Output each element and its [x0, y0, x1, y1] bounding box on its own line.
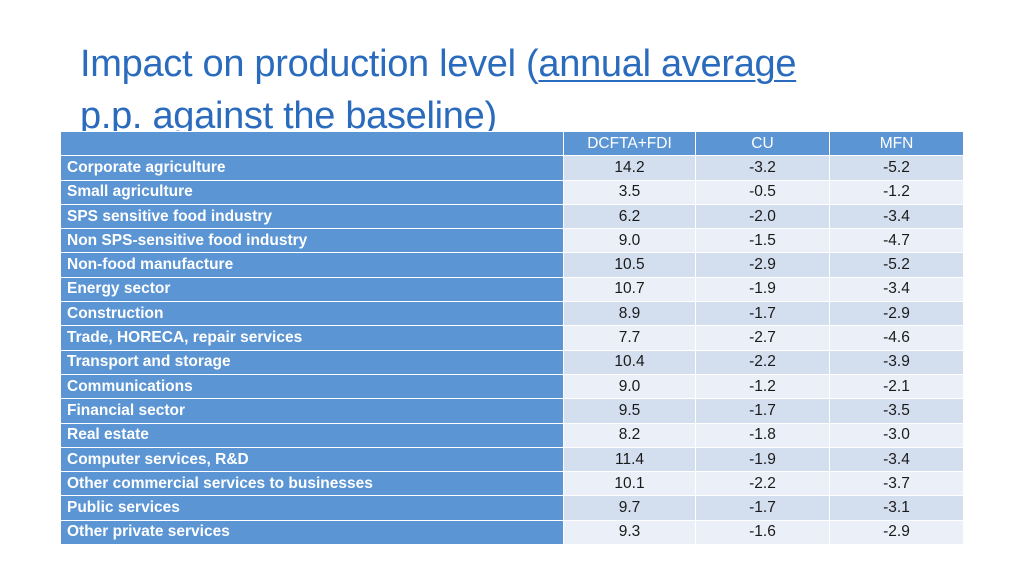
cell-cu: -2.7 — [695, 325, 830, 351]
cell-cu: -1.9 — [695, 446, 830, 473]
column-header-cu: CU — [695, 130, 830, 157]
cell-cu: -1.5 — [695, 228, 830, 254]
row-label: Other private services — [60, 519, 564, 546]
table-row: Small agriculture 3.5 -0.5 -1.2 — [60, 179, 964, 205]
cell-mfn: -3.9 — [829, 349, 964, 375]
cell-mfn: -1.2 — [829, 179, 964, 205]
cell-dcfta-fdi: 8.2 — [563, 422, 696, 448]
row-label: Financial sector — [60, 398, 564, 424]
cell-cu: -1.6 — [695, 519, 830, 546]
cell-dcfta-fdi: 7.7 — [563, 325, 696, 351]
row-label: Energy sector — [60, 276, 564, 303]
row-label: SPS sensitive food industry — [60, 203, 564, 230]
cell-cu: -2.9 — [695, 252, 830, 278]
header-corner-cell — [60, 130, 564, 157]
cell-mfn: -4.7 — [829, 228, 964, 254]
row-label: Trade, HORECA, repair services — [60, 325, 564, 351]
cell-dcfta-fdi: 6.2 — [563, 203, 696, 230]
cell-mfn: -4.6 — [829, 325, 964, 351]
cell-mfn: -3.7 — [829, 471, 964, 497]
cell-mfn: -5.2 — [829, 155, 964, 181]
table-row: Computer services, R&D 11.4 -1.9 -3.4 — [60, 446, 964, 473]
cell-dcfta-fdi: 10.4 — [563, 349, 696, 375]
table-header-row: DCFTA+FDI CU MFN — [60, 130, 964, 157]
column-header-mfn: MFN — [829, 130, 964, 157]
cell-mfn: -3.4 — [829, 203, 964, 230]
table-row: Non-food manufacture 10.5 -2.9 -5.2 — [60, 252, 964, 278]
cell-mfn: -2.9 — [829, 301, 964, 327]
cell-cu: -1.8 — [695, 422, 830, 448]
title-part-1: Impact on production level ( — [80, 43, 539, 85]
table-row: Construction 8.9 -1.7 -2.9 — [60, 301, 964, 327]
title-part-3: p.p. against the baseline) — [80, 95, 497, 137]
cell-cu: -2.2 — [695, 471, 830, 497]
cell-cu: -2.2 — [695, 349, 830, 375]
cell-dcfta-fdi: 9.5 — [563, 398, 696, 424]
cell-dcfta-fdi: 9.7 — [563, 495, 696, 521]
table-row: Energy sector 10.7 -1.9 -3.4 — [60, 276, 964, 303]
row-label: Real estate — [60, 422, 564, 448]
row-label: Construction — [60, 301, 564, 327]
cell-mfn: -3.4 — [829, 446, 964, 473]
cell-mfn: -3.0 — [829, 422, 964, 448]
cell-dcfta-fdi: 8.9 — [563, 301, 696, 327]
cell-cu: -2.0 — [695, 203, 830, 230]
row-label: Transport and storage — [60, 349, 564, 375]
cell-cu: -1.7 — [695, 398, 830, 424]
row-label: Computer services, R&D — [60, 446, 564, 473]
cell-dcfta-fdi: 9.3 — [563, 519, 696, 546]
table-row: Public services 9.7 -1.7 -3.1 — [60, 495, 964, 521]
row-label: Public services — [60, 495, 564, 521]
row-label: Other commercial services to businesses — [60, 471, 564, 497]
cell-cu: -1.7 — [695, 495, 830, 521]
table-row: Trade, HORECA, repair services 7.7 -2.7 … — [60, 325, 964, 351]
cell-dcfta-fdi: 11.4 — [563, 446, 696, 473]
table-row: Other private services 9.3 -1.6 -2.9 — [60, 519, 964, 546]
cell-dcfta-fdi: 10.7 — [563, 276, 696, 303]
cell-dcfta-fdi: 14.2 — [563, 155, 696, 181]
row-label: Small agriculture — [60, 179, 564, 205]
cell-dcfta-fdi: 3.5 — [563, 179, 696, 205]
slide-title: Impact on production level (annual avera… — [80, 38, 980, 142]
column-header-dcfta-fdi: DCFTA+FDI — [563, 130, 696, 157]
row-label: Communications — [60, 373, 564, 400]
table-body: Corporate agriculture 14.2 -3.2 -5.2 Sma… — [60, 155, 964, 546]
cell-mfn: -3.1 — [829, 495, 964, 521]
cell-dcfta-fdi: 10.1 — [563, 471, 696, 497]
table-row: SPS sensitive food industry 6.2 -2.0 -3.… — [60, 203, 964, 230]
cell-dcfta-fdi: 10.5 — [563, 252, 696, 278]
cell-cu: -3.2 — [695, 155, 830, 181]
table-row: Real estate 8.2 -1.8 -3.0 — [60, 422, 964, 448]
cell-mfn: -2.9 — [829, 519, 964, 546]
table-row: Transport and storage 10.4 -2.2 -3.9 — [60, 349, 964, 375]
table-row: Financial sector 9.5 -1.7 -3.5 — [60, 398, 964, 424]
cell-mfn: -3.4 — [829, 276, 964, 303]
row-label: Corporate agriculture — [60, 155, 564, 181]
row-label: Non-food manufacture — [60, 252, 564, 278]
cell-mfn: -5.2 — [829, 252, 964, 278]
row-label: Non SPS-sensitive food industry — [60, 228, 564, 254]
cell-mfn: -2.1 — [829, 373, 964, 400]
table-row: Communications 9.0 -1.2 -2.1 — [60, 373, 964, 400]
production-impact-table: DCFTA+FDI CU MFN Corporate agriculture 1… — [60, 130, 964, 546]
cell-mfn: -3.5 — [829, 398, 964, 424]
table-row: Other commercial services to businesses … — [60, 471, 964, 497]
cell-cu: -1.9 — [695, 276, 830, 303]
title-underlined-part: annual average — [538, 43, 797, 85]
cell-cu: -0.5 — [695, 179, 830, 205]
cell-dcfta-fdi: 9.0 — [563, 373, 696, 400]
cell-cu: -1.7 — [695, 301, 830, 327]
cell-dcfta-fdi: 9.0 — [563, 228, 696, 254]
cell-cu: -1.2 — [695, 373, 830, 400]
table-row: Non SPS-sensitive food industry 9.0 -1.5… — [60, 228, 964, 254]
table-row: Corporate agriculture 14.2 -3.2 -5.2 — [60, 155, 964, 181]
